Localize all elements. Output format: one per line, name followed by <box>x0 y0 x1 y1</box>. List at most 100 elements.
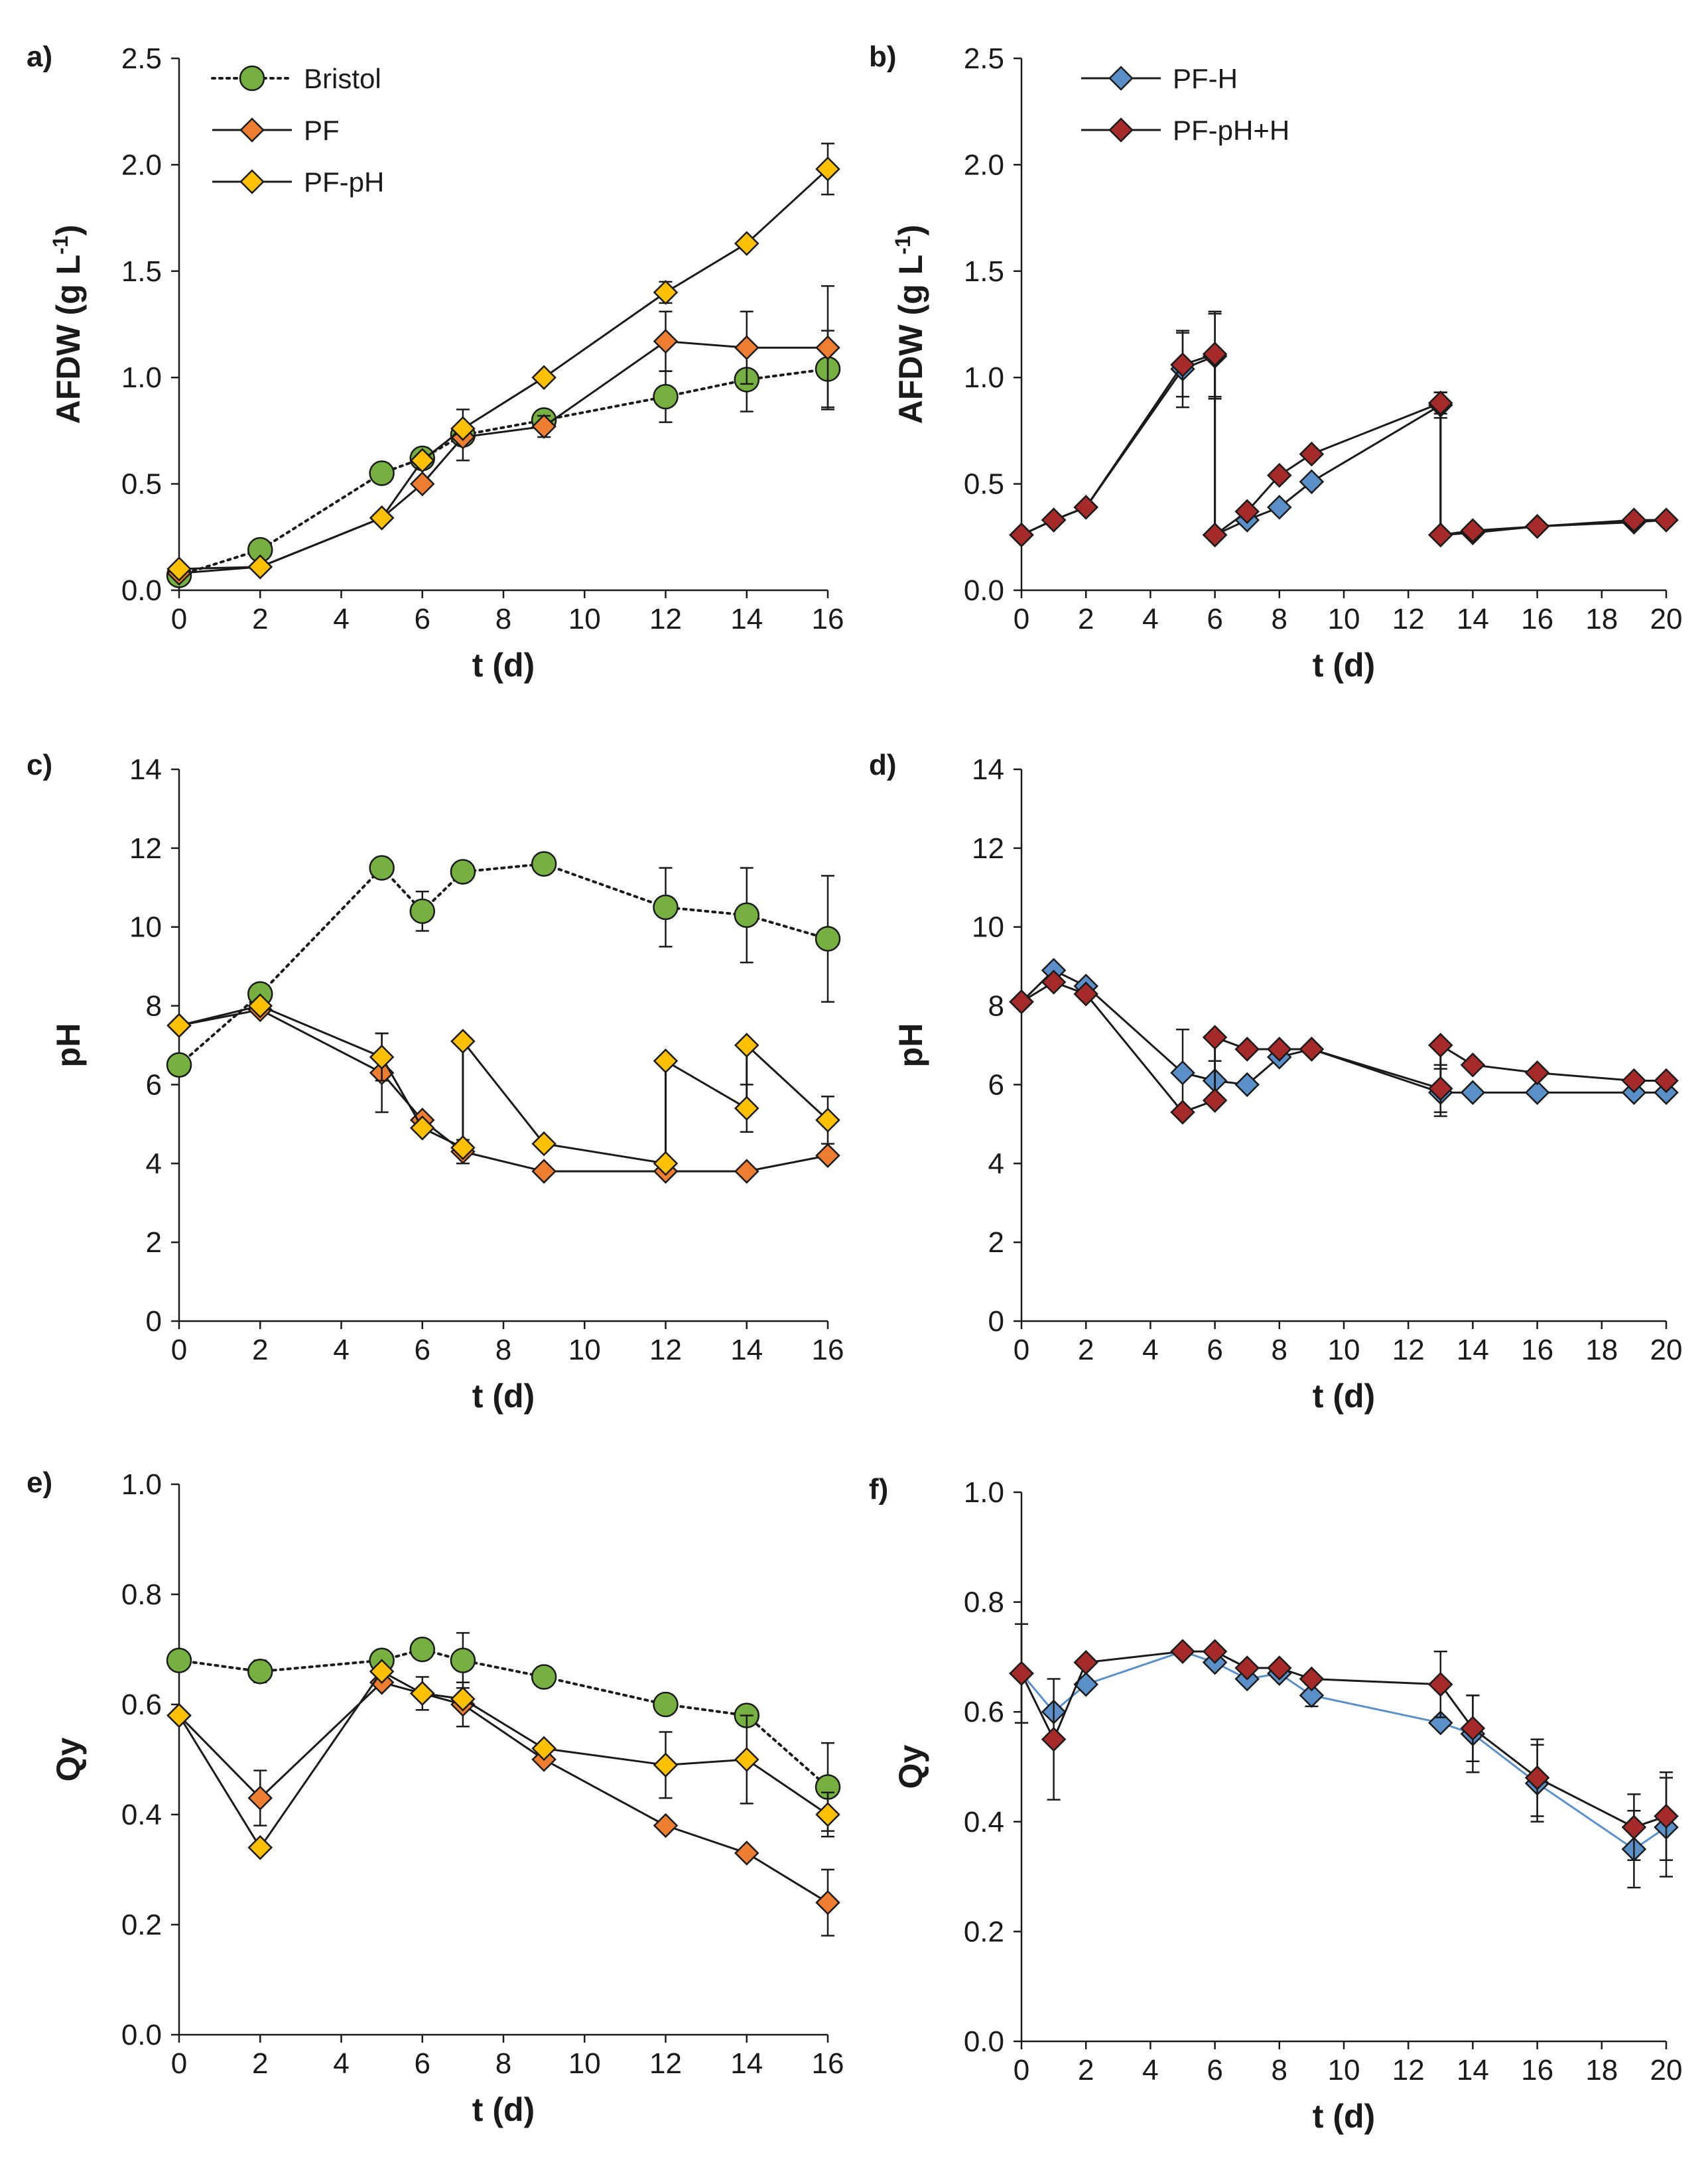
data-point <box>734 231 759 256</box>
x-tick-label: 0 <box>171 2047 187 2080</box>
data-point <box>1299 469 1325 495</box>
y-axis-title: Qy <box>892 1744 929 1789</box>
data-point <box>653 383 679 410</box>
y-tick-label: 0.0 <box>964 2025 1004 2058</box>
data-point <box>1202 522 1228 548</box>
y-axis-title-main: Qy <box>892 1744 929 1789</box>
x-tick-label: 8 <box>1272 603 1287 635</box>
data-point <box>1073 1649 1098 1675</box>
x-tick-label: 18 <box>1585 2054 1618 2086</box>
series-pf-h <box>1009 312 1679 548</box>
data-point <box>1009 989 1034 1015</box>
x-tick-label: 6 <box>415 1334 430 1366</box>
x-tick-label: 10 <box>568 2047 601 2080</box>
x-tick-label: 8 <box>1272 2054 1287 2086</box>
data-point <box>1234 1072 1260 1098</box>
y-tick-label: 0.4 <box>964 1806 1004 1838</box>
x-tick-label: 8 <box>495 603 511 635</box>
x-tick-label: 20 <box>1650 603 1683 635</box>
x-tick-label: 16 <box>1521 2054 1553 2086</box>
data-point <box>1460 518 1486 543</box>
panel-c: c) 0 2 4 6 8 10 12 14 0 2 4 6 8 10 12 14 16 t (d) pH <box>27 749 844 1415</box>
legend-label: PF-H <box>1173 63 1238 94</box>
data-point <box>1621 1068 1647 1094</box>
data-point <box>247 554 273 580</box>
x-tick-label: 14 <box>730 1334 763 1366</box>
data-point <box>1202 1088 1228 1113</box>
x-tick-label: 14 <box>730 603 763 635</box>
data-point <box>409 1116 435 1141</box>
legend-marker <box>1108 117 1134 143</box>
y-axis-title-end: ) <box>50 225 87 236</box>
data-point <box>734 1096 759 1121</box>
legend: PF-H PF-pH+H <box>1081 63 1289 146</box>
data-point <box>1299 1037 1325 1062</box>
series-pf <box>166 997 840 1184</box>
x-tick-label: 10 <box>1328 1334 1360 1366</box>
x-tick-label: 12 <box>649 603 682 635</box>
data-point <box>1524 513 1550 539</box>
x-tick-label: 6 <box>1207 2054 1222 2086</box>
x-tick-label: 2 <box>252 2047 268 2080</box>
series-line <box>178 367 829 577</box>
y-tick-label: 0.4 <box>121 1799 162 1831</box>
series-line <box>178 1008 828 1173</box>
data-point <box>166 1013 192 1039</box>
data-point <box>1234 1655 1260 1681</box>
data-point <box>247 993 273 1019</box>
y-axis-title: Qy <box>50 1737 87 1781</box>
y-tick-label: 0.2 <box>964 1915 1004 1948</box>
y-tick-label: 14 <box>972 753 1004 786</box>
y-tick-label: 4 <box>988 1147 1004 1180</box>
data-point <box>653 1752 679 1778</box>
data-point <box>734 1747 759 1772</box>
x-tick-label: 10 <box>1328 603 1360 635</box>
x-tick-label: 2 <box>252 603 268 635</box>
x-tick-label: 12 <box>649 1334 682 1366</box>
panel-label: c) <box>27 749 52 781</box>
y-tick-label: 1.5 <box>964 255 1004 288</box>
data-point <box>450 1135 476 1161</box>
data-point <box>1428 1076 1453 1102</box>
data-point <box>1041 1726 1067 1752</box>
data-point <box>1267 495 1292 520</box>
data-point <box>653 1049 679 1074</box>
x-tick-label: 2 <box>1078 2054 1094 2086</box>
legend: Bristol PF PF-pH <box>211 63 384 198</box>
x-tick-label: 10 <box>1328 2054 1360 2086</box>
data-point <box>1009 522 1034 548</box>
data-point <box>734 902 759 928</box>
x-tick-label: 8 <box>495 1334 511 1366</box>
data-point <box>369 855 395 881</box>
data-point <box>1234 1037 1260 1062</box>
y-axis-title-main: AFDW (g L <box>892 255 929 424</box>
y-tick-label: 1.0 <box>964 361 1004 394</box>
x-tick-label: 0 <box>171 1334 187 1366</box>
y-axis-title-superscript: -1 <box>891 235 915 254</box>
x-axis-title: t (d) <box>1313 647 1375 684</box>
data-point <box>1524 1765 1550 1791</box>
x-tick-label: 12 <box>649 2047 682 2080</box>
data-point <box>166 1647 192 1673</box>
data-point <box>653 1151 679 1177</box>
y-tick-label: 1.0 <box>964 1476 1004 1509</box>
x-tick-label: 16 <box>812 2047 844 2080</box>
y-tick-label: 1.0 <box>121 1468 162 1501</box>
data-point <box>531 414 557 439</box>
data-point <box>409 898 435 925</box>
data-point <box>653 894 679 921</box>
data-point <box>815 926 841 952</box>
x-tick-label: 2 <box>1078 603 1094 635</box>
x-tick-label: 18 <box>1585 1334 1618 1366</box>
data-point <box>166 1052 192 1078</box>
y-tick-label: 4 <box>146 1147 162 1180</box>
legend-label: Bristol <box>304 63 381 94</box>
x-tick-label: 6 <box>415 603 430 635</box>
data-point <box>653 280 679 305</box>
data-point <box>1234 499 1260 525</box>
panel-d: d) 0 2 4 6 8 10 12 14 0 2 4 6 8 10 12 14 16 18 20 t (d) pH <box>869 749 1682 1415</box>
x-tick-label: 4 <box>1142 1334 1158 1366</box>
data-point <box>1621 1815 1647 1840</box>
y-axis-title-superscript: -1 <box>48 235 72 254</box>
panel-label: d) <box>869 749 897 781</box>
